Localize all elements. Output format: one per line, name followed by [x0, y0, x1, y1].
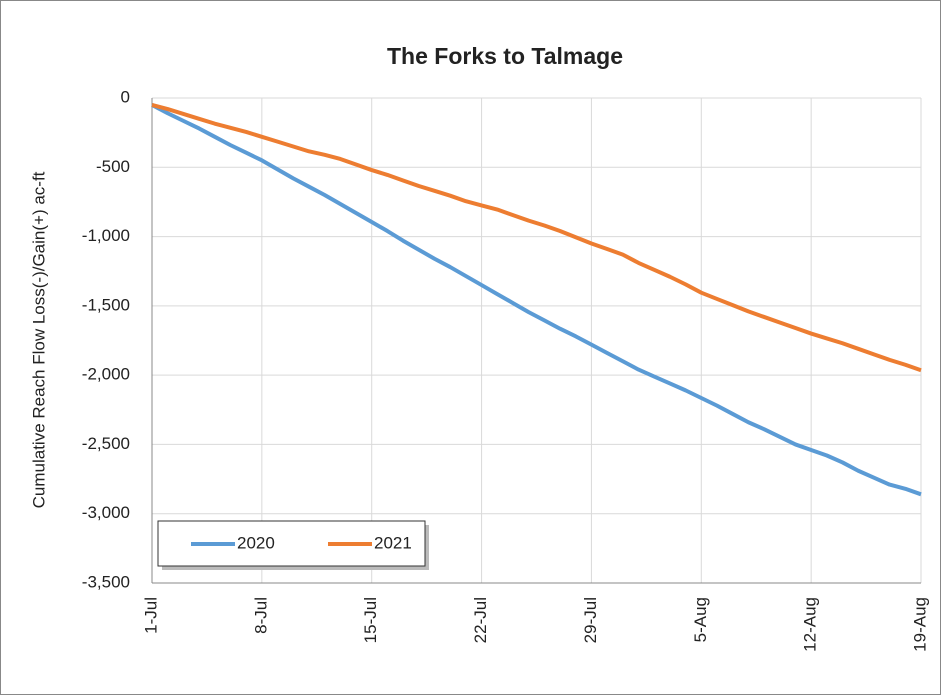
x-tick-label: 19-Aug: [910, 597, 929, 652]
line-series: [151, 102, 922, 373]
x-tick-label: 15-Jul: [361, 597, 380, 643]
legend-label: 2021: [374, 533, 412, 552]
chart-title: The Forks to Talmage: [387, 43, 623, 69]
y-tick-label: 0: [121, 87, 130, 106]
y-tick-label: -1,000: [82, 226, 130, 245]
line-series: [151, 103, 922, 497]
x-tick-label: 8-Jul: [251, 597, 270, 634]
y-tick-label: -3,000: [82, 503, 130, 522]
y-tick-label: -2,000: [82, 365, 130, 384]
x-tick-label: 1-Jul: [141, 597, 160, 634]
x-tick-label: 5-Aug: [691, 597, 710, 642]
x-tick-label: 22-Jul: [471, 597, 490, 643]
y-tick-label: -3,500: [82, 572, 130, 591]
y-axis-label: Cumulative Reach Flow Loss(-)/Gain(+) ac…: [29, 171, 48, 508]
y-tick-label: -500: [96, 157, 130, 176]
x-tick-label: 29-Jul: [581, 597, 600, 643]
legend-label: 2020: [237, 533, 275, 552]
x-tick-label: 12-Aug: [801, 597, 820, 652]
y-tick-label: -1,500: [82, 295, 130, 314]
y-tick-label: -2,500: [82, 434, 130, 453]
